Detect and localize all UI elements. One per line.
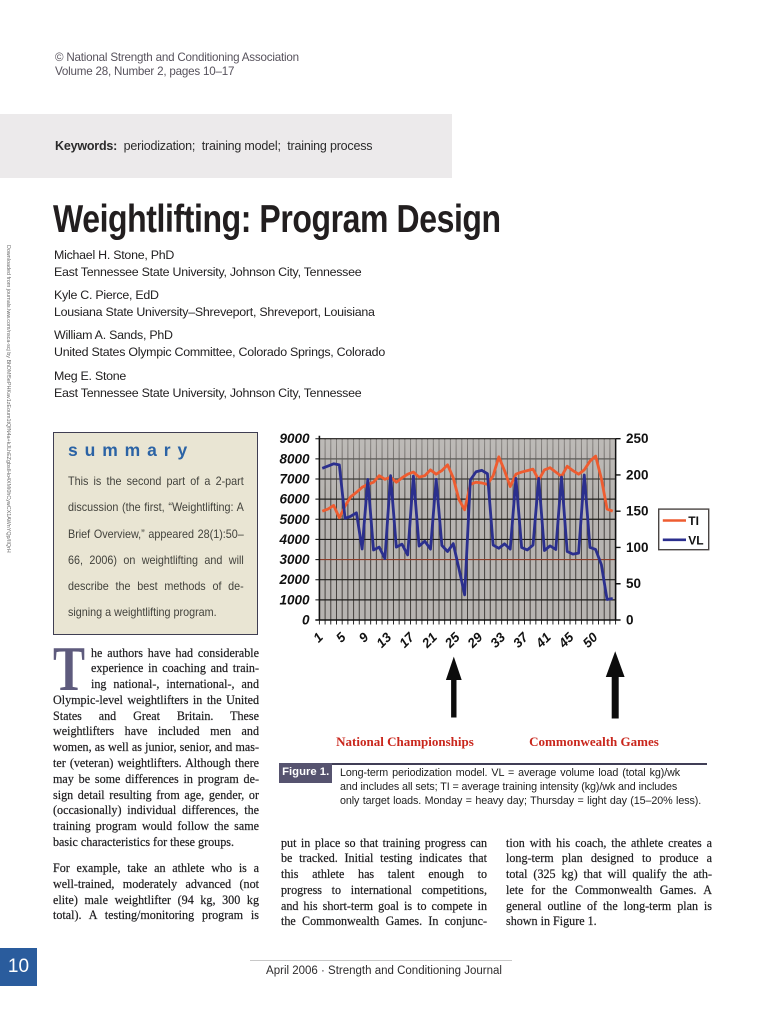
svg-text:13: 13: [373, 629, 394, 650]
svg-text:6000: 6000: [279, 492, 310, 507]
svg-text:250: 250: [626, 431, 649, 446]
svg-text:VL: VL: [688, 534, 703, 548]
svg-text:41: 41: [532, 630, 554, 652]
svg-text:29: 29: [464, 629, 486, 651]
svg-text:50: 50: [626, 576, 641, 591]
svg-text:0: 0: [302, 613, 310, 628]
svg-text:5000: 5000: [279, 512, 310, 527]
svg-text:7000: 7000: [279, 471, 310, 486]
svg-text:Commonwealth Games: Commonwealth Games: [529, 734, 659, 749]
svg-text:100: 100: [626, 540, 649, 555]
svg-text:17: 17: [396, 629, 417, 650]
svg-text:45: 45: [555, 629, 577, 651]
svg-text:37: 37: [510, 629, 531, 650]
svg-text:9: 9: [356, 629, 372, 645]
svg-text:21: 21: [418, 630, 440, 652]
svg-text:25: 25: [441, 629, 463, 651]
svg-text:9000: 9000: [279, 431, 310, 446]
svg-text:33: 33: [487, 629, 508, 650]
svg-text:200: 200: [626, 467, 649, 482]
svg-text:0: 0: [626, 613, 634, 628]
svg-text:3000: 3000: [279, 552, 310, 567]
svg-text:2000: 2000: [278, 572, 310, 587]
svg-text:1: 1: [310, 630, 326, 646]
svg-text:1000: 1000: [279, 592, 310, 607]
svg-text:8000: 8000: [279, 451, 310, 466]
svg-text:4000: 4000: [278, 532, 310, 547]
svg-text:150: 150: [626, 504, 649, 519]
svg-text:5: 5: [333, 629, 349, 645]
svg-text:50: 50: [580, 629, 601, 650]
svg-text:TI: TI: [688, 514, 699, 528]
svg-text:National Championships: National Championships: [336, 734, 474, 749]
